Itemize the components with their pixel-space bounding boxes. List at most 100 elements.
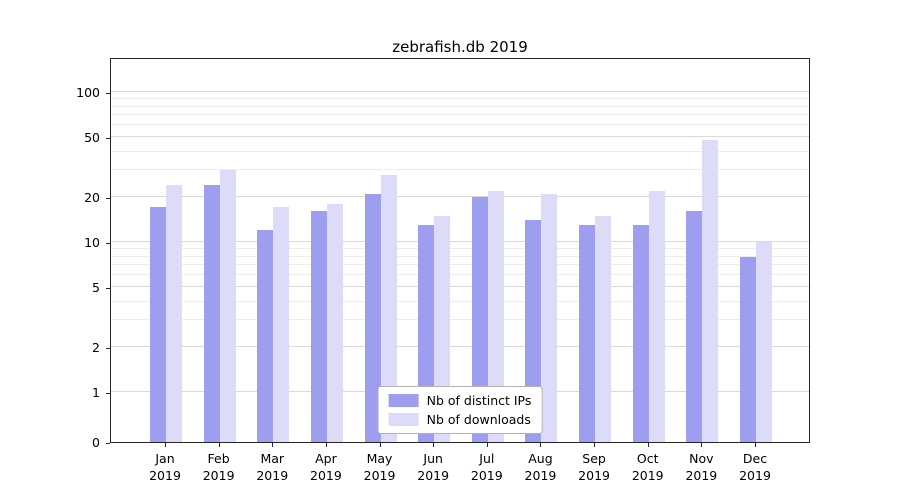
y-tick-mark [106,393,110,394]
y-tick-label: 2 [92,339,100,355]
x-tick-month: Sep [582,451,606,466]
bar-distinct-ips [686,211,703,442]
minor-gridline [111,97,809,99]
y-tick-label: 50 [84,130,100,146]
x-tick-year: 2019 [470,468,503,483]
x-tick-mark [486,443,488,447]
bar-downloads [487,190,504,442]
bar-downloads [273,207,290,442]
x-tick-label: Oct 2019 [616,450,680,484]
minor-gridline [111,255,809,257]
bar-distinct-ips [579,224,596,442]
bar-downloads [434,215,451,442]
y-tick-label: 10 [84,235,100,250]
bar-distinct-ips [471,196,488,442]
minor-gridline [111,150,809,152]
bar-distinct-ips [364,193,381,442]
legend-item-downloads: Nb of downloads [388,412,532,427]
x-tick-mark [594,443,596,447]
x-tick-label: Dec 2019 [723,450,787,484]
y-tick-mark [106,443,110,444]
minor-gridline [111,169,809,171]
major-gridline [111,286,809,288]
y-tick-mark [106,243,110,244]
x-tick-year: 2019 [578,468,610,483]
x-tick-label: Jan 2019 [133,450,197,484]
minor-gridline [111,300,809,302]
x-tick-mark [540,443,542,447]
x-tick-label: Aug 2019 [508,450,572,484]
bar-distinct-ips [310,211,327,442]
major-gridline [111,136,809,138]
bar-downloads [648,190,665,442]
major-gridline [111,91,809,92]
bar-downloads [380,174,397,442]
bar-downloads [219,170,236,442]
minor-gridline [111,319,809,321]
legend-swatch-distinct-ips [388,394,419,407]
x-tick-mark [272,443,274,447]
legend-item-distinct-ips: Nb of distinct IPs [388,393,532,408]
x-tick-label: Jul 2019 [455,450,519,484]
x-tick-mark [379,443,381,447]
y-tick-mark [106,347,110,349]
x-tick-month: Jan [155,451,175,466]
x-tick-year: 2019 [524,468,557,483]
x-tick-month: Nov [689,451,714,466]
x-tick-year: 2019 [202,468,235,483]
x-tick-label: Nov 2019 [669,450,733,484]
x-tick-year: 2019 [256,468,289,483]
minor-gridline [111,114,809,116]
bar-downloads [756,242,772,442]
major-gridline [111,195,809,197]
bar-distinct-ips [257,230,274,442]
x-tick-mark [701,443,703,447]
x-tick-mark [433,443,435,447]
legend-label-downloads: Nb of downloads [426,412,531,427]
minor-gridline [111,105,809,107]
x-tick-year: 2019 [310,468,342,483]
x-tick-label: Apr 2019 [294,450,358,484]
bar-distinct-ips [632,224,649,442]
minor-gridline [111,124,809,126]
x-tick-month: Aug [528,451,553,466]
legend-label-distinct-ips: Nb of distinct IPs [426,393,532,408]
major-gridline [111,241,809,242]
bar-downloads [166,184,182,442]
x-tick-month: May [366,451,393,466]
x-tick-year: 2019 [417,468,450,483]
x-tick-mark [755,443,756,447]
legend-swatch-downloads [388,413,419,426]
bar-downloads [541,193,558,442]
x-tick-month: Jul [479,451,495,466]
x-tick-month: Oct [636,451,659,466]
bar-distinct-ips [740,256,756,442]
bar-downloads [326,203,343,442]
y-tick-label: 0 [92,435,100,450]
y-tick-label: 1 [92,385,100,400]
y-tick-mark [106,288,110,290]
bar-distinct-ips [203,184,220,442]
y-tick-label: 5 [92,280,100,296]
x-tick-label: Sep 2019 [562,450,626,484]
minor-gridline [111,264,809,266]
x-tick-year: 2019 [631,468,664,483]
x-tick-month: Feb [207,451,230,466]
legend: Nb of distinct IPs Nb of downloads [377,386,543,434]
y-tick-label: 100 [76,85,100,100]
minor-gridline [111,274,809,276]
bar-downloads [595,215,612,442]
x-tick-label: Jun 2019 [401,450,465,484]
bar-downloads [702,139,719,442]
y-tick-mark [106,197,110,199]
x-tick-year: 2019 [685,468,718,483]
x-tick-year: 2019 [149,468,181,483]
x-tick-mark [165,443,166,447]
x-tick-label: Mar 2019 [240,450,304,484]
x-tick-mark [218,443,220,447]
bar-distinct-ips [150,207,166,442]
x-tick-year: 2019 [739,468,771,483]
x-tick-mark [325,443,327,447]
x-tick-month: Mar [260,451,285,466]
plot-area: Nb of distinct IPs Nb of downloads [110,58,810,443]
